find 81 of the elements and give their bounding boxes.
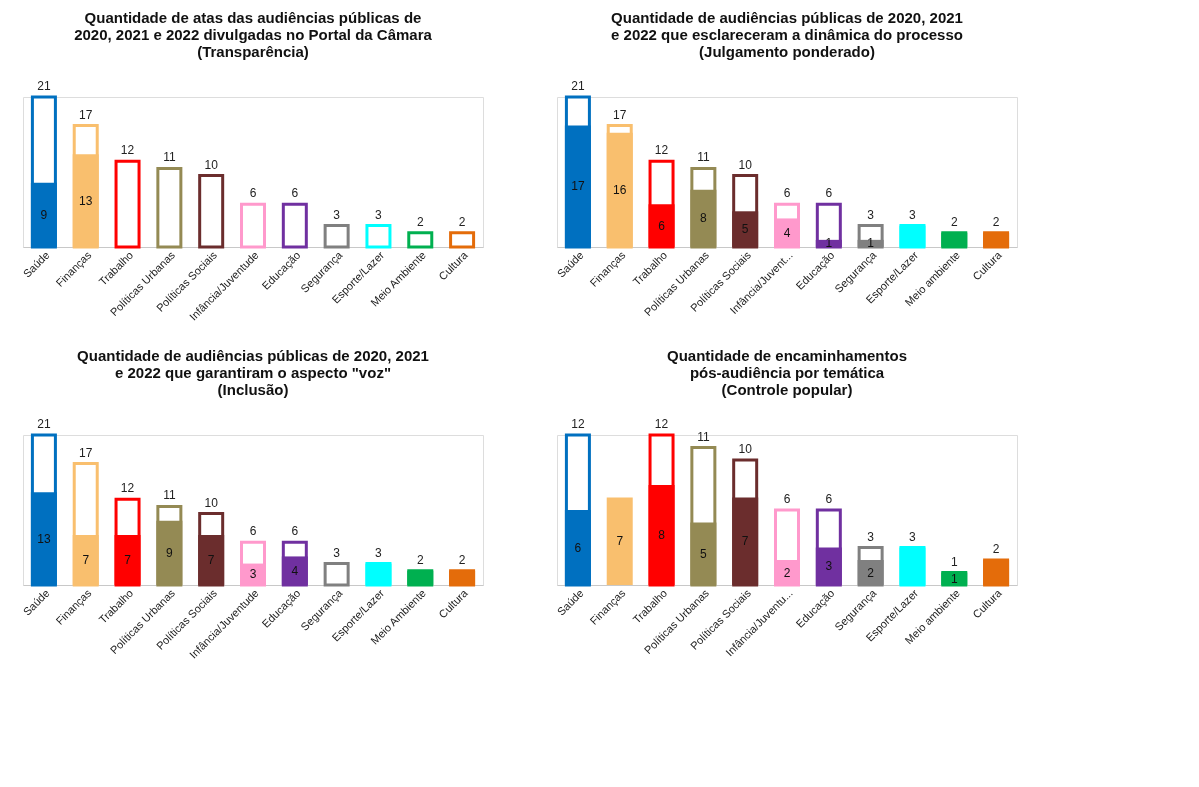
text: (Inclusão) [217, 381, 289, 398]
data-label: 9 [166, 545, 174, 560]
data-label: 17 [79, 445, 93, 460]
data-label: 10 [204, 495, 219, 510]
data-label: 1 [950, 554, 958, 569]
data-label: 12 [120, 481, 135, 496]
data-label: 12 [571, 417, 585, 431]
text: Quantidade de encaminhamentos [666, 347, 908, 364]
data-label: 1 [867, 236, 875, 251]
data-label: 16 [613, 182, 627, 197]
data-label: 2 [992, 542, 1000, 556]
text: (Transparência) [197, 43, 309, 60]
data-label: 11 [697, 429, 710, 444]
data-label: 2 [458, 214, 466, 229]
data-label: 8 [658, 528, 666, 542]
data-label: 2 [416, 552, 424, 567]
text: Quantidade de atas das audiências públicas de [84, 9, 422, 26]
data-label: 12 [654, 417, 669, 431]
data-label: 11 [697, 150, 710, 165]
data-label: 17 [571, 179, 585, 194]
text: 2020, 2021 e 2022 divulgadas no Portal da Câmara [74, 26, 432, 43]
data-label: 7 [741, 534, 749, 549]
data-label: 6 [658, 218, 666, 233]
data-label: 3 [333, 545, 341, 560]
data-label: 10 [738, 442, 753, 456]
text: e 2022 que garantiram o aspecto "voz" [115, 364, 391, 381]
data-label: 7 [82, 553, 90, 567]
data-label: 2 [416, 214, 424, 229]
data-label: 4 [783, 225, 791, 240]
text: pós-audiência por temática [689, 364, 885, 381]
data-label: 3 [867, 529, 875, 544]
data-label: 10 [738, 157, 753, 172]
data-label: 3 [825, 559, 833, 574]
data-label: 9 [40, 207, 48, 222]
data-label: 21 [37, 79, 51, 93]
data-label: 6 [825, 186, 833, 201]
data-label: 6 [249, 186, 257, 201]
data-label: 6 [291, 524, 299, 539]
data-label: 6 [249, 524, 257, 539]
data-label: 2 [867, 565, 875, 580]
data-label: 21 [37, 417, 51, 431]
data-label: 2 [458, 552, 466, 567]
data-label: 3 [249, 567, 257, 582]
data-label: 6 [783, 492, 791, 506]
data-label: 10 [204, 157, 219, 172]
data-label: 11 [163, 488, 176, 503]
data-label: 5 [741, 222, 749, 237]
data-label: 17 [79, 107, 93, 122]
data-label: 2 [950, 214, 958, 229]
data-label: 3 [375, 545, 383, 560]
data-label: 12 [654, 143, 669, 158]
data-label: 6 [574, 540, 582, 555]
data-label: 2 [783, 565, 791, 580]
data-label: 5 [700, 546, 708, 561]
text: Quantidade de audiências públicas de 2020, 2021 [77, 347, 429, 364]
data-label: 7 [207, 553, 215, 567]
data-label: 6 [291, 186, 299, 201]
data-label: 6 [783, 186, 791, 201]
data-label: 7 [124, 553, 132, 567]
text: (Controle popular) [721, 381, 853, 398]
data-label: 7 [616, 534, 624, 549]
data-label: 13 [37, 531, 51, 546]
text: (Julgamento ponderado) [699, 43, 875, 60]
data-label: 3 [909, 529, 917, 544]
data-label: 3 [909, 207, 917, 222]
data-label: 12 [120, 143, 135, 158]
data-label: 8 [700, 211, 708, 226]
data-label: 17 [613, 107, 627, 122]
data-label: 3 [375, 207, 383, 222]
text: Quantidade de audiências públicas de 2020, 2021 [611, 9, 963, 26]
data-label: 1 [950, 571, 958, 586]
data-label: 11 [163, 150, 176, 165]
data-label: 13 [79, 193, 93, 208]
data-label: 1 [825, 236, 833, 251]
data-label: 3 [867, 207, 875, 222]
text: e 2022 que esclareceram a dinâmica do processo [611, 26, 963, 43]
data-label: 21 [571, 79, 585, 93]
data-label: 2 [992, 214, 1000, 229]
data-label: 3 [333, 207, 341, 222]
data-label: 6 [825, 492, 833, 506]
data-label: 4 [291, 563, 299, 578]
